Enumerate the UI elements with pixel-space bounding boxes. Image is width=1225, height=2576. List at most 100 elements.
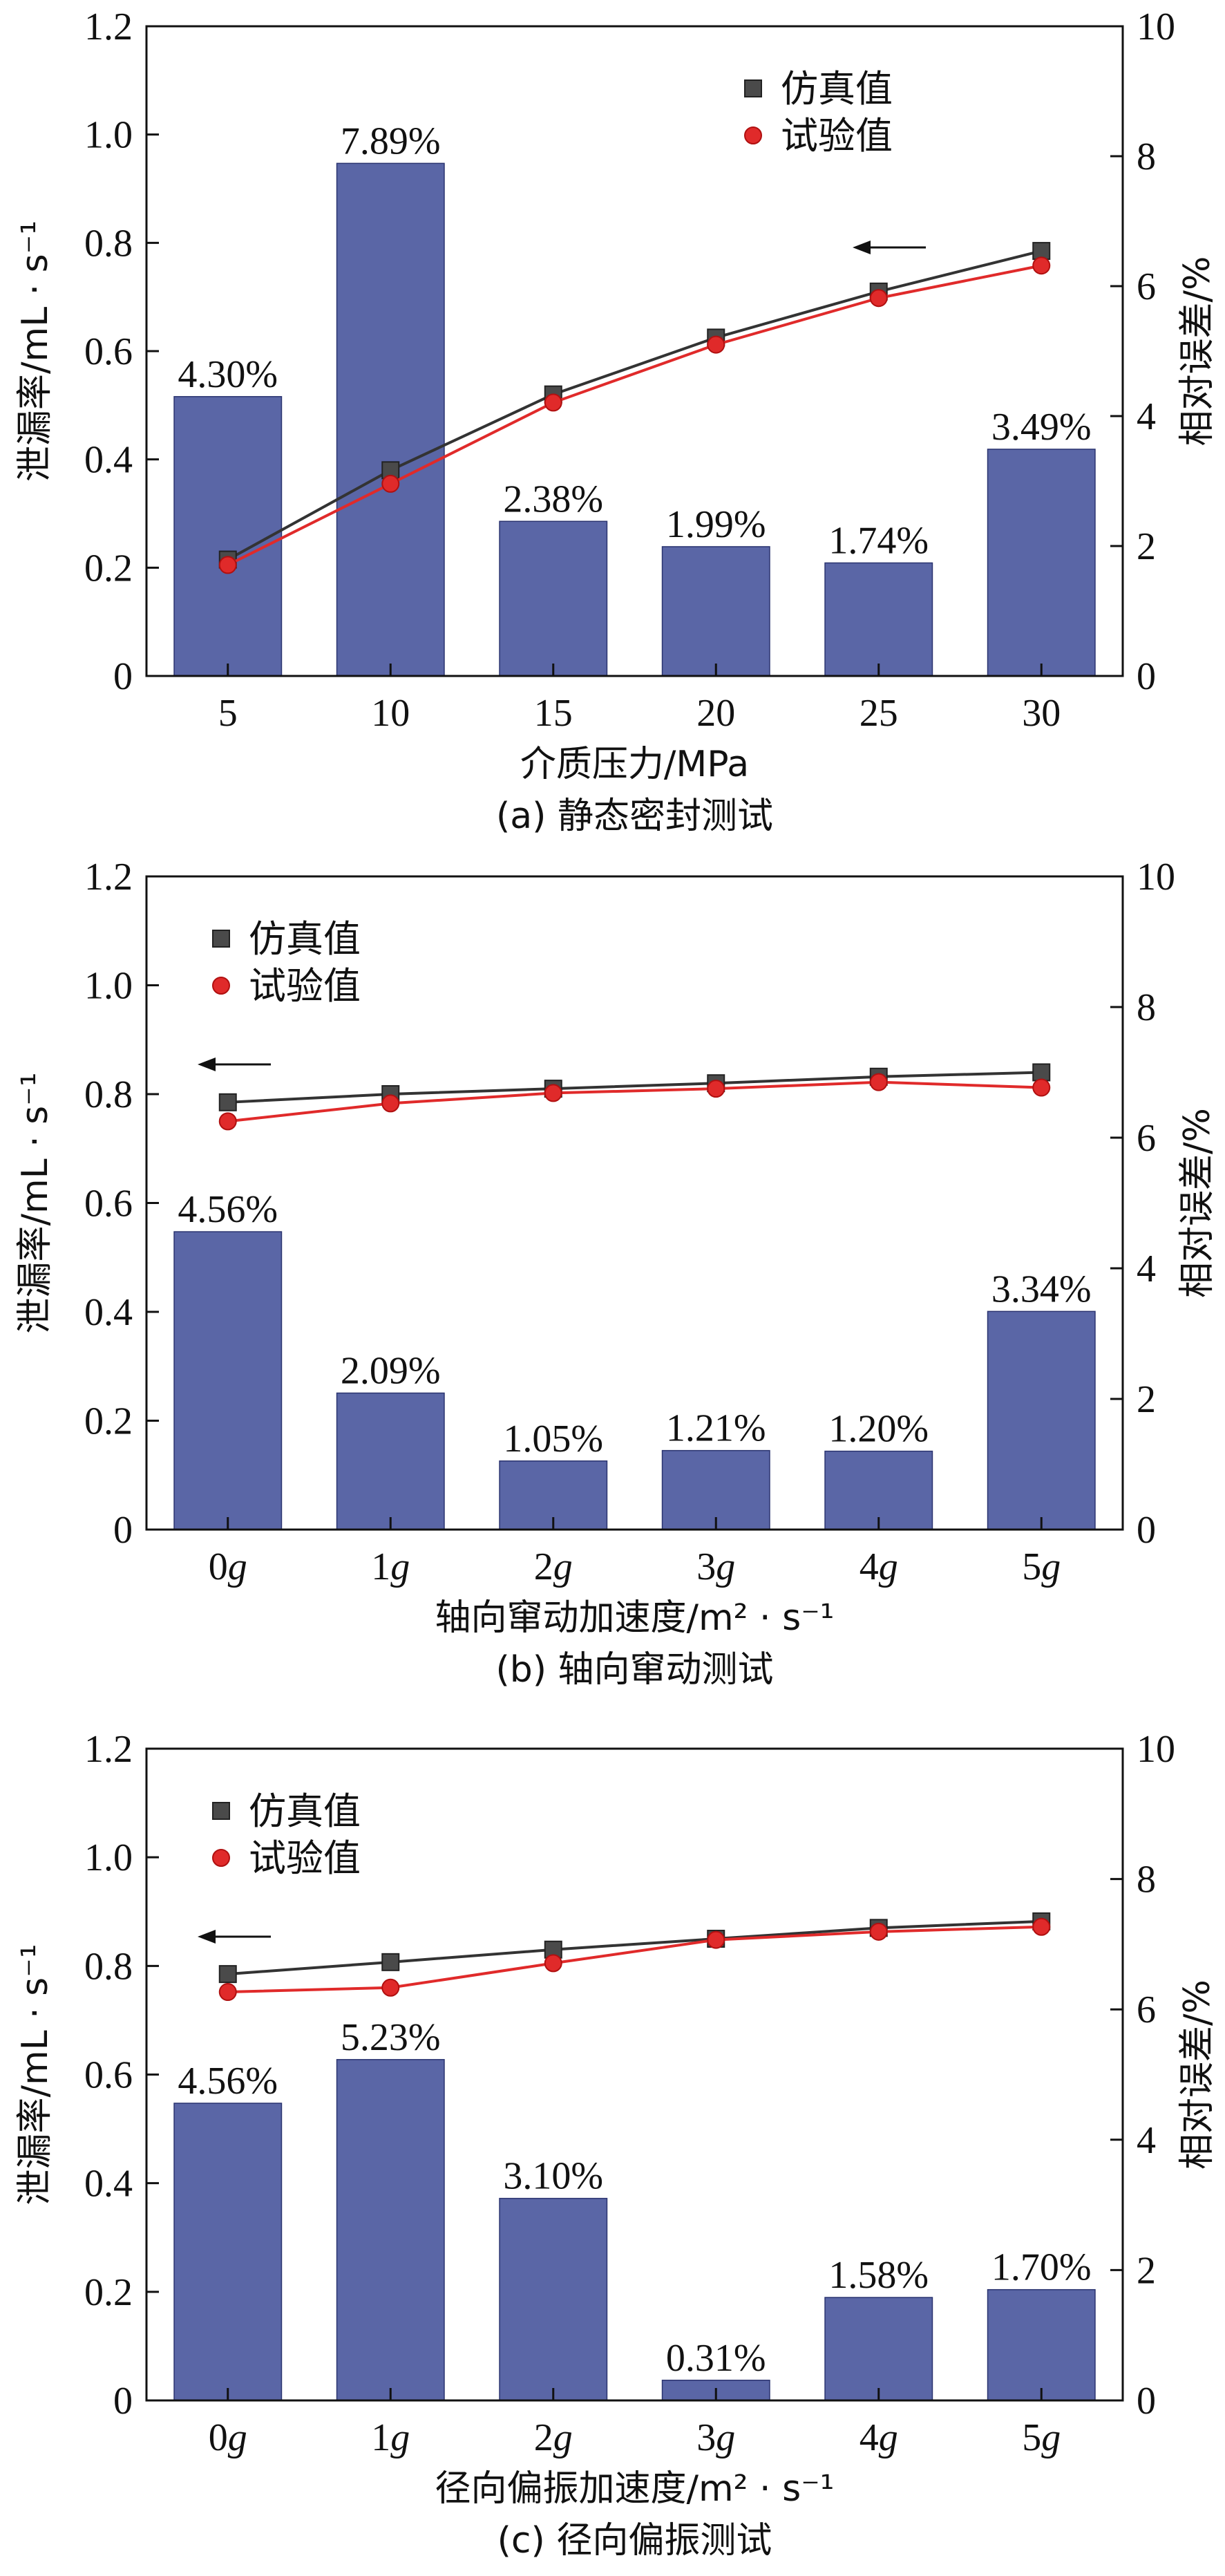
right-tick-label: 10 <box>1137 856 1175 899</box>
bar-data-label: 3.10% <box>503 2155 603 2198</box>
series-point <box>707 1930 725 1949</box>
bar <box>987 449 1096 677</box>
series-point <box>218 1965 237 1984</box>
legend-label: 试验值 <box>249 1836 361 1880</box>
bar <box>336 1392 445 1530</box>
left-tick-label: 0.8 <box>84 222 133 265</box>
legend-marker <box>744 79 762 97</box>
series-point <box>544 1954 562 1973</box>
left-tick-label: 0.6 <box>84 1183 133 1225</box>
series-point <box>1032 1063 1051 1082</box>
series-point <box>218 1093 237 1111</box>
x-tick-label: 4g <box>860 2416 898 2459</box>
left-tick-label: 1.2 <box>84 856 133 899</box>
bar-data-label: 2.09% <box>341 1349 441 1392</box>
series-point <box>1032 1917 1051 1936</box>
bar-data-label: 1.74% <box>828 519 929 562</box>
right-tick-label: 8 <box>1137 986 1156 1029</box>
right-tick-label: 6 <box>1137 1989 1156 2031</box>
x-tick-label: 3g <box>696 1545 735 1588</box>
x-tick-label: 2g <box>534 1545 573 1588</box>
y-axis-left-title: 泄漏率/mL · s⁻¹ <box>15 220 56 482</box>
y-axis-left-title: 泄漏率/mL · s⁻¹ <box>15 1072 56 1333</box>
right-tick-label: 2 <box>1137 2249 1156 2292</box>
series-line <box>227 1080 1042 1123</box>
bar <box>336 2059 445 2401</box>
x-tick-label: 1g <box>371 2416 410 2459</box>
series-line <box>227 1925 1042 1994</box>
left-tick-label: 0.4 <box>84 1291 133 1334</box>
legend-marker <box>212 977 230 995</box>
left-tick-label: 1.2 <box>84 1728 133 1771</box>
bar <box>173 2103 283 2401</box>
bar-data-label: 7.89% <box>341 120 441 162</box>
series-point <box>544 1084 562 1102</box>
x-tick-label: 15 <box>534 692 573 735</box>
legend-label: 试验值 <box>781 114 893 158</box>
y-axis-right-title: 相对误差/% <box>1177 1980 1218 2170</box>
series-point <box>869 289 888 308</box>
left-tick-label: 0.4 <box>84 2163 133 2206</box>
bar-data-label: 1.21% <box>666 1407 766 1450</box>
legend-label: 仿真值 <box>781 67 893 111</box>
series-point <box>1032 1078 1051 1097</box>
y-axis-left-title: 泄漏率/mL · s⁻¹ <box>15 1944 56 2205</box>
x-tick-label: 2g <box>534 2416 573 2459</box>
series-point <box>544 393 562 412</box>
bar <box>824 2297 933 2401</box>
legend-label: 试验值 <box>249 964 361 1008</box>
x-axis-title: 介质压力/MPa <box>520 744 749 785</box>
bar <box>824 1450 933 1530</box>
series-point <box>1032 256 1051 275</box>
legend-marker <box>212 1802 230 1820</box>
plot-frame <box>145 25 1124 677</box>
right-tick-label: 4 <box>1137 1248 1156 1290</box>
chart-panel-a: 4.30% 7.89% 2.38% 1.99% 1.74% 3.49% 0 0.2 0.4 0.6… <box>15 6 1218 837</box>
left-tick-label: 1.0 <box>84 965 133 1008</box>
bar <box>661 546 770 677</box>
series-point <box>707 1080 725 1098</box>
x-axis-title: 轴向窜动加速度/m² · s⁻¹ <box>435 1597 835 1639</box>
series-point <box>218 1112 237 1131</box>
bar-data-label: 1.70% <box>991 2246 1092 2289</box>
x-tick-label: 1g <box>371 1545 410 1588</box>
bar-data-label: 0.31% <box>666 2337 766 2380</box>
right-tick-label: 4 <box>1137 395 1156 438</box>
x-tick-label: 4g <box>860 1545 898 1588</box>
left-tick-label: 0.2 <box>84 1400 133 1443</box>
legend-marker <box>212 1849 230 1867</box>
chart-panel-c: 4.56% 5.23% 3.10% 0.31% 1.58% 1.70% 0 0.2 0.4 0.6… <box>15 1728 1218 2561</box>
left-tick-label: 0.4 <box>84 439 133 482</box>
x-tick-label: 25 <box>860 692 898 735</box>
series-point <box>707 335 725 354</box>
x-tick-label: 10 <box>371 692 410 735</box>
x-tick-label: 5 <box>218 692 238 735</box>
left-tick-label: 1.2 <box>84 6 133 48</box>
legend-label: 仿真值 <box>249 1789 361 1833</box>
panel-caption: (c) 径向偏振测试 <box>497 2520 772 2561</box>
bar-data-label: 3.34% <box>991 1268 1092 1310</box>
bar-data-label: 4.56% <box>178 1188 278 1231</box>
bar-data-label: 1.58% <box>828 2254 929 2297</box>
right-tick-label: 6 <box>1137 265 1156 308</box>
series-point <box>381 1953 400 1971</box>
right-tick-label: 0 <box>1137 1509 1156 1552</box>
bar <box>499 520 608 677</box>
series-point <box>869 1073 888 1091</box>
bar <box>499 2197 608 2401</box>
legend-marker <box>744 126 762 144</box>
series-point <box>218 1983 237 2002</box>
axis-arrow-head <box>853 241 871 254</box>
series-line <box>227 1919 1042 1976</box>
chart-panel-b: 4.56% 2.09% 1.05% 1.21% 1.20% 3.34% 0 0.2 0.4 0.6… <box>15 856 1218 1691</box>
right-tick-label: 4 <box>1137 2119 1156 2162</box>
x-tick-label: 0g <box>209 2416 247 2459</box>
bar-data-label: 1.20% <box>828 1408 929 1451</box>
right-tick-label: 0 <box>1137 655 1156 698</box>
series-point <box>218 556 237 574</box>
series-point <box>381 474 400 493</box>
bar-data-label: 4.30% <box>178 353 278 396</box>
bar <box>336 162 445 677</box>
y-axis-right-title: 相对误差/% <box>1177 1108 1218 1298</box>
left-tick-label: 0 <box>113 1509 133 1552</box>
